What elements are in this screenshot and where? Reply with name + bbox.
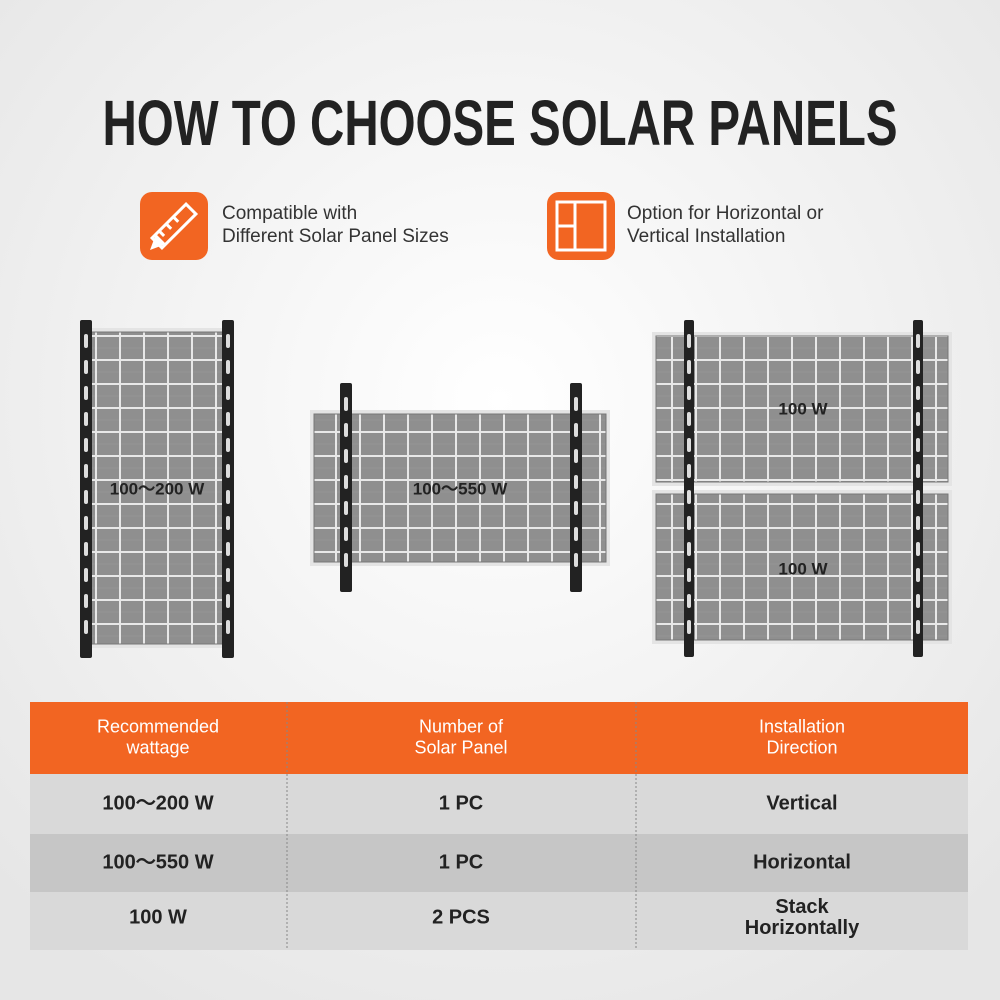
rail-slot xyxy=(916,568,920,582)
rail-slot xyxy=(84,334,88,348)
rail-slot xyxy=(687,438,691,452)
mounting-rail xyxy=(80,320,92,658)
rail-slot xyxy=(226,438,230,452)
table-cell: 100 W xyxy=(129,906,187,928)
panel-label: 100～200 W xyxy=(110,479,205,498)
rail-slot xyxy=(344,423,348,437)
rail-slot xyxy=(84,412,88,426)
rail-slot xyxy=(687,412,691,426)
rail-slot xyxy=(687,516,691,530)
table-cell: Vertical xyxy=(766,792,837,814)
rail-slot xyxy=(84,386,88,400)
table-header: Direction xyxy=(766,737,837,757)
rail-slot xyxy=(344,527,348,541)
rail-slot xyxy=(84,542,88,556)
rail-slot xyxy=(226,620,230,634)
rail-slot xyxy=(226,360,230,374)
feature-icon xyxy=(547,192,615,260)
table xyxy=(30,702,968,950)
table-cell: Horizontal xyxy=(753,851,851,873)
solar-panel xyxy=(655,335,949,483)
rail-slot xyxy=(916,490,920,504)
rail-slot xyxy=(226,490,230,504)
rail-slot xyxy=(84,360,88,374)
rail-slot xyxy=(574,397,578,411)
rail-slot xyxy=(916,620,920,634)
rail-slot xyxy=(687,360,691,374)
rail-slot xyxy=(226,386,230,400)
solar-panel xyxy=(313,413,607,563)
rail-slot xyxy=(226,568,230,582)
rail-slot xyxy=(226,516,230,530)
table-cell: 2 PCS xyxy=(432,906,490,928)
rail-slot xyxy=(84,516,88,530)
rail-slot xyxy=(344,449,348,463)
rail-slot xyxy=(687,334,691,348)
rail-slot xyxy=(84,568,88,582)
rail-slot xyxy=(574,449,578,463)
table-header: Solar Panel xyxy=(414,737,507,757)
feature-text: Different Solar Panel Sizes xyxy=(222,226,449,247)
rail-slot xyxy=(574,553,578,567)
rail-slot xyxy=(574,423,578,437)
table-cell: Horizontally xyxy=(745,917,860,939)
rail-slot xyxy=(916,360,920,374)
rail-slot xyxy=(344,475,348,489)
rail-slot xyxy=(687,490,691,504)
rail-slot xyxy=(574,475,578,489)
table-cell: 1 PC xyxy=(439,792,483,814)
rail-slot xyxy=(226,594,230,608)
rail-slot xyxy=(84,620,88,634)
rail-slot xyxy=(916,438,920,452)
rail-slot xyxy=(687,386,691,400)
title: HOW TO CHOOSE SOLAR PANELS xyxy=(103,87,898,159)
panel-label: 100～550 W xyxy=(413,479,508,498)
table-cell: 100～200 W xyxy=(102,792,213,814)
table-cell: 1 PC xyxy=(439,851,483,873)
rail-slot xyxy=(574,527,578,541)
rail-slot xyxy=(687,464,691,478)
rail-slot xyxy=(916,516,920,530)
panel-label: 100 W xyxy=(778,559,828,578)
rail-slot xyxy=(687,568,691,582)
rail-slot xyxy=(226,412,230,426)
rail-slot xyxy=(84,464,88,478)
rail-slot xyxy=(226,334,230,348)
rail-slot xyxy=(226,542,230,556)
rail-slot xyxy=(84,438,88,452)
rail-slot xyxy=(344,553,348,567)
rail-slot xyxy=(344,397,348,411)
mounting-rail xyxy=(684,320,694,657)
panel-label: 100 W xyxy=(778,399,828,418)
rail-slot xyxy=(574,501,578,515)
rail-slot xyxy=(226,464,230,478)
feature-text: Compatible with xyxy=(222,203,357,224)
rail-slot xyxy=(687,542,691,556)
rail-slot xyxy=(916,464,920,478)
rail-slot xyxy=(916,594,920,608)
rail-slot xyxy=(916,412,920,426)
mounting-rail xyxy=(222,320,234,658)
table-cell: 100～550 W xyxy=(102,851,213,873)
solar-panel xyxy=(655,493,949,641)
table-cell: Stack xyxy=(775,896,829,918)
rail-slot xyxy=(344,501,348,515)
rail-slot xyxy=(916,334,920,348)
mounting-rail xyxy=(913,320,923,657)
rail-slot xyxy=(84,594,88,608)
table-header: wattage xyxy=(125,737,189,757)
rail-slot xyxy=(916,386,920,400)
rail-slot xyxy=(916,542,920,556)
table-header: Recommended xyxy=(97,716,219,736)
feature-text: Vertical Installation xyxy=(627,226,785,247)
rail-slot xyxy=(687,620,691,634)
table-header: Installation xyxy=(759,716,845,736)
table-header: Number of xyxy=(419,716,504,736)
rail-slot xyxy=(687,594,691,608)
feature-text: Option for Horizontal or xyxy=(627,203,824,224)
rail-slot xyxy=(84,490,88,504)
feature-icon xyxy=(140,192,208,260)
solar-panel xyxy=(87,331,227,645)
